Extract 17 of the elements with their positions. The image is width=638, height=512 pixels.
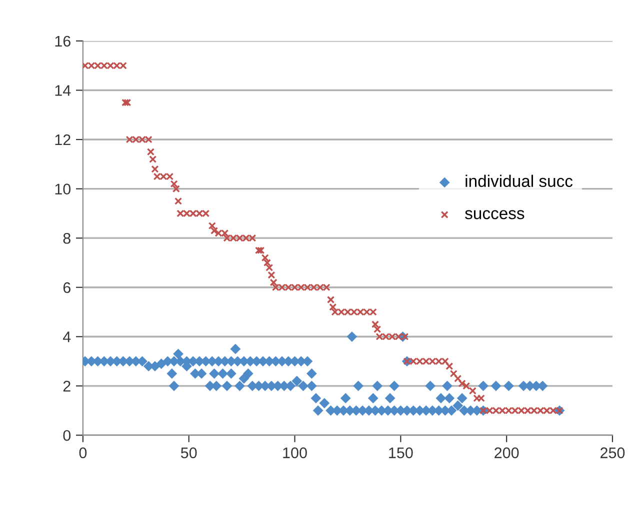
x-tick-label: 100 bbox=[283, 447, 307, 458]
x-tick-label: 50 bbox=[180, 447, 197, 458]
x-tick-label: 250 bbox=[600, 447, 625, 458]
y-tick-label: 6 bbox=[63, 282, 70, 294]
y-tick-label: 8 bbox=[63, 232, 70, 244]
x-tick-label: 200 bbox=[494, 447, 519, 458]
x-tick-label: 0 bbox=[79, 447, 87, 458]
x-tick-label: 150 bbox=[389, 447, 413, 458]
y-tick-label: 14 bbox=[55, 85, 71, 96]
y-tick-label: 2 bbox=[63, 380, 70, 392]
y-tick-label: 10 bbox=[55, 184, 71, 194]
legend-label: success bbox=[465, 210, 524, 220]
y-tick-label: 12 bbox=[55, 134, 70, 146]
y-tick-label: 4 bbox=[62, 332, 71, 342]
legend-label: individual succ bbox=[466, 174, 573, 188]
y-tick-label: 16 bbox=[55, 36, 70, 47]
y-tick-label: 0 bbox=[63, 430, 71, 441]
